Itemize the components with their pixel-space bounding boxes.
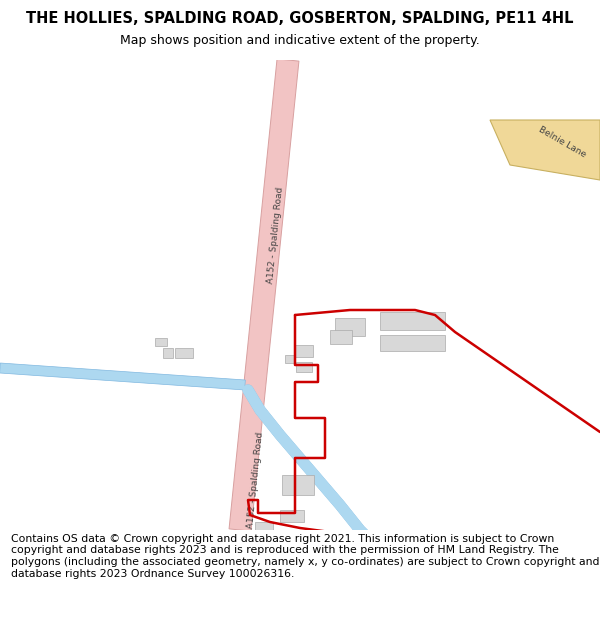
Bar bbox=[163, 348, 173, 358]
Text: Map shows position and indicative extent of the property.: Map shows position and indicative extent… bbox=[120, 34, 480, 47]
Bar bbox=[330, 330, 352, 344]
Bar bbox=[282, 475, 314, 495]
Bar bbox=[285, 355, 295, 363]
Text: Belnie Lane: Belnie Lane bbox=[537, 125, 587, 159]
Bar bbox=[175, 348, 193, 358]
Polygon shape bbox=[229, 59, 299, 531]
Bar bbox=[253, 538, 267, 545]
Text: A152 - Spalding Road: A152 - Spalding Road bbox=[266, 186, 284, 284]
Polygon shape bbox=[490, 120, 600, 180]
Bar bbox=[155, 338, 167, 346]
Bar bbox=[380, 335, 445, 351]
Bar bbox=[280, 510, 304, 522]
Bar bbox=[296, 362, 312, 372]
Bar bbox=[295, 345, 313, 357]
Text: THE HOLLIES, SPALDING ROAD, GOSBERTON, SPALDING, PE11 4HL: THE HOLLIES, SPALDING ROAD, GOSBERTON, S… bbox=[26, 11, 574, 26]
Bar bbox=[255, 522, 273, 530]
Text: Contains OS data © Crown copyright and database right 2021. This information is : Contains OS data © Crown copyright and d… bbox=[11, 534, 599, 579]
Bar bbox=[335, 318, 365, 336]
Text: A152 - Spalding Road: A152 - Spalding Road bbox=[245, 431, 265, 529]
Polygon shape bbox=[0, 363, 245, 390]
Bar bbox=[380, 312, 445, 330]
